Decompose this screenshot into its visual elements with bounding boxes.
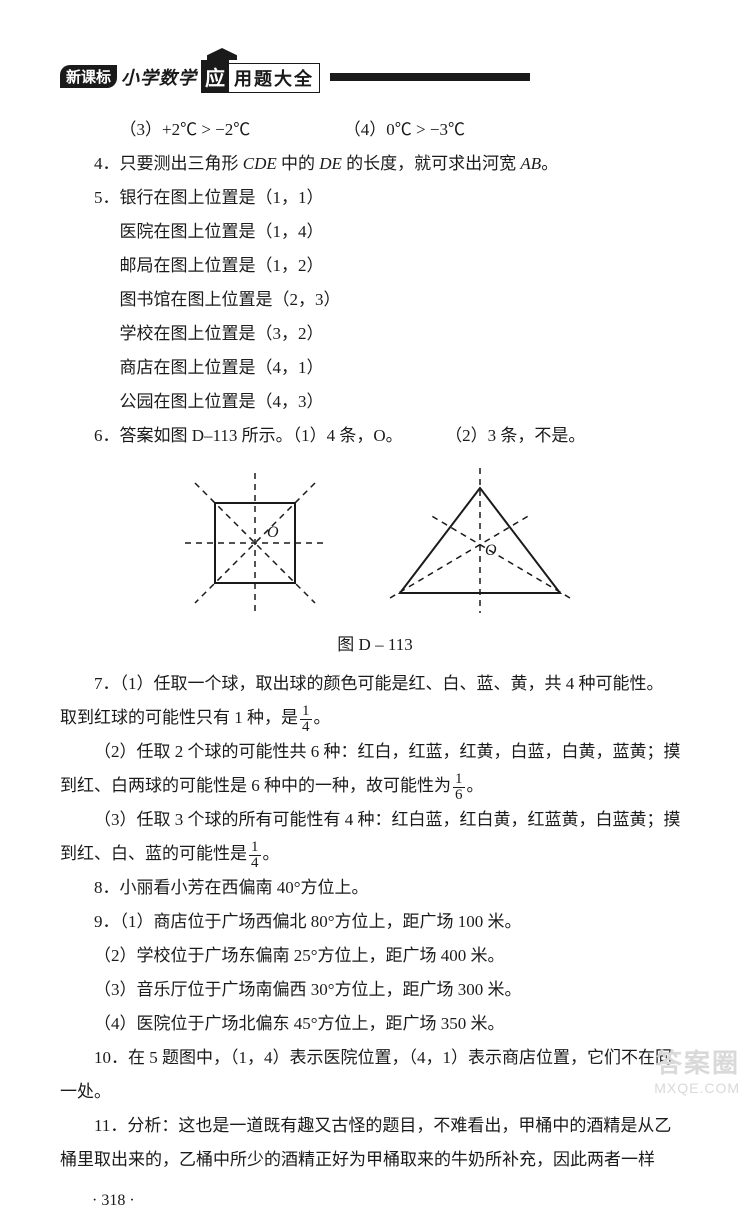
line-9b: （2）学校位于广场东偏南 25°方位上，距广场 400 米。 [60, 939, 690, 973]
triangle-label: O [485, 542, 497, 559]
q3-part4: （4）0℃ > −3℃ [344, 120, 465, 139]
line-7a2: 取到红球的可能性只有 1 种，是14。 [60, 701, 690, 735]
page-header: 新课标 小学数学 应 用题大全 [60, 60, 690, 93]
l7c2-post: 。 [263, 844, 280, 863]
watermark: 答案圈 MXQE.COM [654, 1043, 740, 1096]
figure-row: O O [60, 463, 690, 623]
line-3: （3）+2℃ > −2℃ （4）0℃ > −3℃ [60, 113, 690, 147]
line-6: 6．答案如图 D–113 所示。（1）4 条，O。 （2）3 条，不是。 [60, 419, 690, 453]
line-9: 9．（1）商店位于广场西偏北 80°方位上，距广场 100 米。 [60, 905, 690, 939]
l7b2-pre: 到红、白两球的可能性是 6 种中的一种，故可能性为 [60, 776, 451, 795]
header-box: 应 用题大全 [201, 60, 320, 93]
frac-1-4-b: 14 [249, 840, 261, 871]
line-11: 11．分析：这也是一道既有趣又古怪的题目，不难看出，甲桶中的酒精是从乙 [60, 1109, 690, 1143]
header-outline: 用题大全 [228, 63, 320, 93]
figure-square: O [175, 463, 335, 623]
line-5f: 公园在图上位置是（4，3） [60, 385, 690, 419]
line-9d: （4）医院位于广场北偏东 45°方位上，距广场 350 米。 [60, 1007, 690, 1041]
line-5e: 商店在图上位置是（4，1） [60, 351, 690, 385]
header-black: 应 [201, 60, 229, 93]
square-label: O [267, 524, 279, 541]
line-10: 10．在 5 题图中，（1，4）表示医院位置，（4，1）表示商店位置，它们不在同 [60, 1041, 690, 1075]
line-4: 4．只要测出三角形 CDE 中的 DE 的长度，就可求出河宽 AB。 [60, 147, 690, 181]
header-badge: 新课标 [60, 65, 117, 88]
line-7b: （2）任取 2 个球的可能性共 6 种：红白，红蓝，红黄，白蓝，白黄，蓝黄；摸 [60, 735, 690, 769]
line-5b: 邮局在图上位置是（1，2） [60, 249, 690, 283]
q3-part3: （3）+2℃ > −2℃ [120, 120, 251, 139]
line-7b2: 到红、白两球的可能性是 6 种中的一种，故可能性为16。 [60, 769, 690, 803]
line-7c2: 到红、白、蓝的可能性是14。 [60, 837, 690, 871]
watermark-top: 答案圈 [654, 1043, 740, 1080]
page-number: · 318 · [60, 1185, 690, 1217]
line-8: 8．小丽看小芳在西偏南 40°方位上。 [60, 871, 690, 905]
page-content: （3）+2℃ > −2℃ （4）0℃ > −3℃ 4．只要测出三角形 CDE 中… [60, 113, 690, 1217]
line-9c: （3）音乐厅位于广场南偏西 30°方位上，距广场 300 米。 [60, 973, 690, 1007]
header-black-text: 应 [205, 68, 225, 90]
line-5c: 图书馆在图上位置是（2，3） [60, 283, 690, 317]
graduation-cap-icon [207, 48, 237, 60]
frac-1-6: 16 [453, 772, 465, 803]
line-7a: 7．（1）任取一个球，取出球的颜色可能是红、白、蓝、黄，共 4 种可能性。 [60, 667, 690, 701]
header-bar [330, 73, 530, 81]
line-5a: 医院在图上位置是（1，4） [60, 215, 690, 249]
line-11b: 桶里取出来的，乙桶中所少的酒精正好为甲桶取来的牛奶所补充，因此两者一样 [60, 1143, 690, 1177]
frac-1-4-a: 14 [300, 704, 312, 735]
figure-caption: 图 D – 113 [60, 628, 690, 662]
l7a2-pre: 取到红球的可能性只有 1 种，是 [60, 708, 298, 727]
line-7c: （3）任取 3 个球的所有可能性有 4 种：红白蓝，红白黄，红蓝黄，白蓝黄；摸 [60, 803, 690, 837]
line-5d: 学校在图上位置是（3，2） [60, 317, 690, 351]
watermark-bot: MXQE.COM [654, 1080, 740, 1096]
header-sub: 小学数学 [121, 64, 197, 90]
l7a2-post: 。 [314, 708, 331, 727]
line-5: 5．银行在图上位置是（1，1） [60, 181, 690, 215]
l7c2-pre: 到红、白、蓝的可能性是 [60, 844, 247, 863]
figure-triangle: O [385, 463, 575, 623]
l7b2-post: 。 [467, 776, 484, 795]
q6-part2: （2）3 条，不是。 [445, 426, 585, 445]
q6-part1: 6．答案如图 D–113 所示。（1）4 条，O。 [94, 426, 403, 445]
